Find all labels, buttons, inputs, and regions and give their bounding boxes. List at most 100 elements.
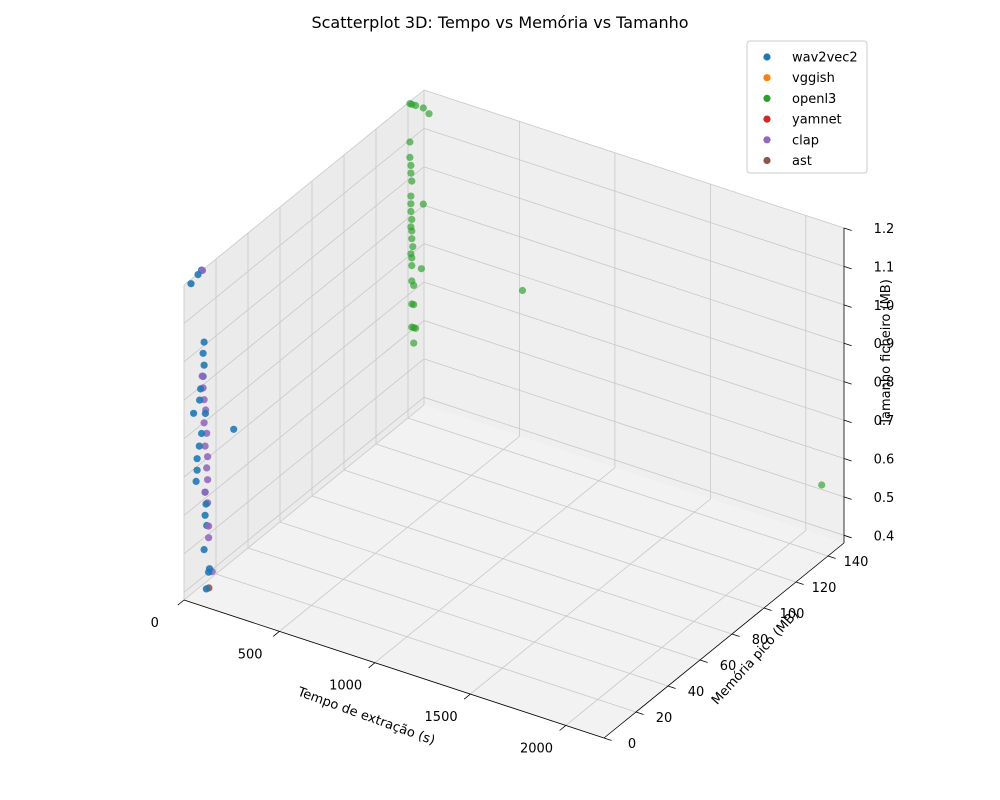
- z-tick-label: 0.8: [874, 376, 895, 391]
- z-gridline: [183, 204, 425, 401]
- point-wav2vec2: [205, 565, 214, 573]
- point-wav2vec2: [200, 361, 208, 369]
- x-tick-label: 0: [151, 616, 159, 631]
- legend-marker-openl3: [763, 94, 771, 102]
- point-wav2vec2: [195, 442, 203, 450]
- y-tick-mark: [667, 685, 676, 689]
- x-tick-label: 2000: [520, 741, 553, 756]
- point-openl3: [408, 227, 416, 235]
- point-wav2vec2: [199, 349, 207, 357]
- point-wav2vec2: [196, 396, 204, 404]
- z-gridline: [423, 89, 845, 229]
- legend-label-wav2vec2: wav2vec2: [792, 51, 858, 66]
- point-wav2vec2: [200, 546, 208, 554]
- z-tick-label: 0.5: [874, 491, 895, 506]
- y-gridline: [407, 417, 829, 557]
- x-tick-label: 1500: [425, 710, 458, 725]
- x-tick-mark: [559, 725, 567, 731]
- point-clap: [203, 464, 211, 472]
- point-openl3: [408, 215, 416, 224]
- z-tick-label: 1.2: [874, 222, 895, 237]
- y-tick-mark: [603, 737, 612, 741]
- z-tick-mark: [843, 227, 852, 231]
- point-openl3: [518, 286, 527, 295]
- point-clap: [205, 522, 213, 530]
- back-wall-pane: [424, 90, 844, 543]
- x-gridline: [374, 467, 616, 664]
- x-tick-mark: [368, 662, 376, 669]
- legend-label-vggish: vggish: [792, 71, 835, 86]
- point-wav2vec2: [197, 385, 205, 393]
- point-clap: [198, 266, 207, 274]
- y-gridline: [247, 547, 669, 687]
- point-wav2vec2: [202, 585, 210, 593]
- point-clap: [204, 476, 212, 484]
- y-tick-label: 140: [844, 555, 869, 570]
- y-gridline: [375, 443, 797, 583]
- point-wav2vec2: [200, 338, 208, 346]
- legend-marker-ast: [763, 156, 771, 165]
- point-wav2vec2: [202, 500, 210, 508]
- z-gridline: [183, 320, 425, 516]
- x-gridline: [565, 530, 807, 726]
- z-gridline: [183, 89, 425, 286]
- z-gridline: [183, 166, 425, 363]
- chart-title: Scatterplot 3D: Tempo vs Memória vs Tama…: [311, 13, 688, 32]
- x-gridline: [183, 404, 425, 601]
- z-tick-label: 1.0: [874, 299, 895, 314]
- legend-label-ast: ast: [792, 154, 812, 169]
- y-gridline: [215, 573, 637, 713]
- axis-lines: [183, 228, 845, 739]
- y-gridline: [343, 469, 765, 609]
- legend-marker-yamnet: [763, 115, 771, 123]
- point-wav2vec2: [193, 466, 201, 474]
- x-gridline: [470, 498, 711, 695]
- point-openl3: [408, 254, 416, 262]
- point-openl3: [407, 169, 415, 177]
- z-gridline: [423, 320, 845, 459]
- z-gridline: [423, 243, 845, 383]
- z-tick-mark: [843, 496, 852, 500]
- y-tick-label: 40: [688, 685, 705, 700]
- legend-label-clap: clap: [792, 133, 819, 148]
- point-clap: [200, 419, 208, 427]
- z-tick-label: 0.4: [874, 529, 895, 544]
- left-wall-pane: [184, 90, 424, 600]
- point-openl3: [410, 339, 418, 347]
- z-gridline: [423, 166, 845, 306]
- point-wav2vec2: [187, 280, 195, 288]
- floor-pane: [184, 405, 844, 738]
- point-openl3: [406, 138, 414, 146]
- legend: wav2vec2 vggish openl3 yamnet clap ast: [746, 40, 868, 174]
- y-tick-label: 0: [628, 737, 636, 752]
- z-tick-mark: [843, 419, 852, 423]
- z-gridline: [183, 281, 425, 478]
- z-tick-label: 0.9: [874, 337, 895, 352]
- z-gridline: [423, 281, 845, 421]
- z-tick-label: 1.1: [874, 260, 895, 275]
- point-openl3: [419, 200, 427, 208]
- point-openl3: [407, 192, 415, 200]
- legend-marker-clap: [763, 136, 771, 144]
- point-openl3: [407, 207, 415, 216]
- z-tick-mark: [843, 458, 852, 462]
- z-gridline: [183, 243, 425, 439]
- point-openl3: [408, 235, 416, 243]
- z-gridline: [183, 128, 425, 324]
- point-openl3: [407, 161, 415, 169]
- legend-marker-vggish: [763, 74, 771, 82]
- y-gridline: [311, 495, 733, 635]
- z-gridline: [423, 204, 845, 344]
- x-tick-label: 500: [238, 647, 263, 662]
- point-openl3: [408, 262, 416, 270]
- z-gridline: [423, 358, 845, 498]
- point-openl3: [410, 301, 418, 309]
- y-tick-label: 80: [752, 633, 769, 648]
- point-clap: [203, 429, 211, 437]
- z-tick-label: 0.7: [874, 414, 895, 429]
- z-tick-mark: [843, 534, 852, 539]
- point-openl3: [412, 324, 420, 332]
- point-openl3: [408, 177, 416, 185]
